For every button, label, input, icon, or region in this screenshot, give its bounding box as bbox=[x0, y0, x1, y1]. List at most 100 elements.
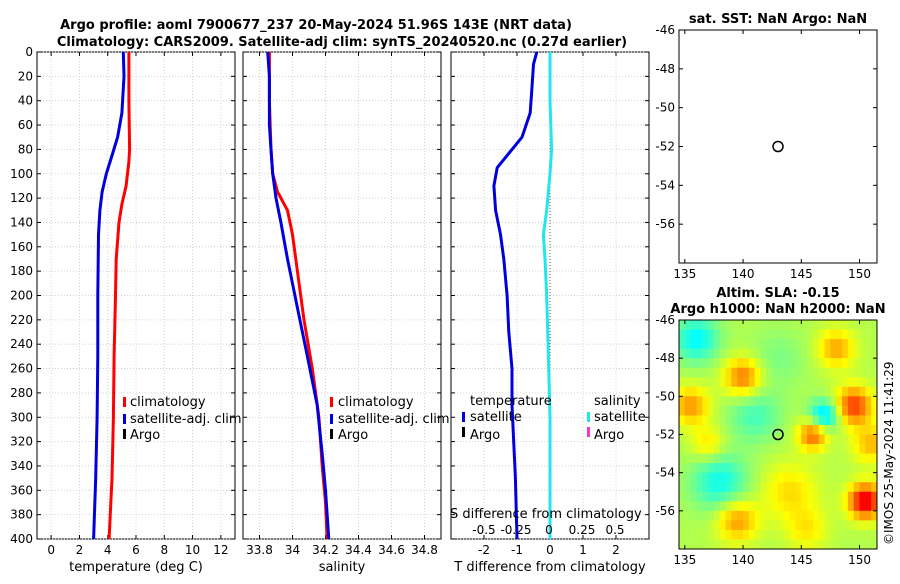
heatmap-cell bbox=[679, 434, 686, 445]
heatmap-cell bbox=[713, 434, 721, 445]
heatmap-cell bbox=[679, 491, 686, 502]
heatmap-cell bbox=[760, 339, 767, 350]
heatmap-cell bbox=[801, 358, 808, 369]
heatmap-cell bbox=[754, 444, 761, 454]
heatmap-cell bbox=[853, 424, 860, 435]
heatmap-cell bbox=[679, 463, 686, 474]
y-tick-label: 340 bbox=[10, 459, 33, 473]
temperature-panel: 0 2 4 6 8 10 120204060801001201401601802002202… bbox=[10, 45, 242, 575]
heatmap-cell bbox=[731, 529, 738, 540]
heatmap-cell bbox=[830, 491, 837, 502]
heatmap-cell bbox=[807, 348, 814, 359]
heatmap-cell bbox=[748, 358, 756, 369]
y-tick-label: -56 bbox=[655, 504, 675, 518]
heatmap-cell bbox=[865, 329, 872, 340]
heatmap-cell bbox=[737, 424, 744, 435]
heatmap-cell bbox=[853, 501, 860, 512]
s-difference-label: S difference from climatology bbox=[450, 507, 642, 522]
salinity-panel: 33.8 34 34.2 34.4 34.6 34.8 climatology satel… bbox=[242, 51, 450, 575]
heatmap-cell bbox=[754, 434, 761, 445]
heatmap-cell bbox=[719, 520, 726, 531]
heatmap-cell bbox=[719, 367, 726, 378]
heatmap-cell bbox=[818, 444, 825, 454]
heatmap-cell bbox=[836, 529, 843, 540]
heatmap-cell bbox=[754, 396, 761, 407]
heatmap-cell bbox=[737, 386, 744, 397]
heatmap-cell bbox=[795, 320, 802, 330]
heatmap-cell bbox=[760, 415, 767, 426]
heatmap-cell bbox=[807, 491, 814, 502]
heatmap-cell bbox=[708, 482, 715, 493]
sla-map-panel: Altim. SLA: -0.15 Argo h1000: NaN h2000:… bbox=[655, 286, 885, 567]
y-tick-label: 160 bbox=[10, 240, 33, 254]
heatmap-cell bbox=[766, 510, 773, 521]
x-tick-label: 6 bbox=[132, 543, 140, 557]
heatmap-cell bbox=[807, 377, 814, 388]
heatmap-cell bbox=[748, 463, 756, 474]
heatmap-cell bbox=[713, 510, 721, 521]
heatmap-cell bbox=[812, 501, 820, 512]
heatmap-cell bbox=[731, 320, 738, 330]
heatmap-cell bbox=[807, 472, 814, 483]
heatmap-cell bbox=[743, 377, 750, 388]
heatmap-cell bbox=[743, 358, 750, 369]
x-tick-label: 140 bbox=[732, 267, 755, 281]
heatmap-cell bbox=[679, 424, 686, 435]
series-line-satellite-adj-clim bbox=[266, 51, 331, 540]
heatmap-cell bbox=[778, 463, 785, 474]
heatmap-cell bbox=[847, 415, 855, 426]
heatmap-cell bbox=[795, 520, 802, 531]
heatmap-cell bbox=[830, 472, 837, 483]
heatmap-cell bbox=[842, 491, 849, 502]
series-line-temperature-satellite bbox=[492, 51, 539, 540]
heatmap-cell bbox=[702, 529, 709, 540]
x-tick-label: -2 bbox=[478, 543, 490, 557]
heatmap-cell bbox=[760, 510, 767, 521]
heatmap-cell bbox=[830, 348, 837, 359]
heatmap-cell bbox=[760, 434, 767, 445]
heatmap-cell bbox=[690, 529, 697, 540]
heatmap-cell bbox=[696, 358, 703, 369]
heatmap-cell bbox=[847, 358, 855, 369]
heatmap-cell bbox=[696, 434, 703, 445]
x-tick-label: 140 bbox=[732, 553, 755, 567]
heatmap-cell bbox=[725, 472, 732, 483]
heatmap-cell bbox=[684, 377, 692, 388]
heatmap-cell bbox=[766, 520, 773, 531]
heatmap-cell bbox=[696, 405, 703, 416]
heatmap-cell bbox=[754, 482, 761, 493]
heatmap-cell bbox=[772, 386, 779, 397]
s-tick-label: 0.25 bbox=[569, 523, 596, 537]
heatmap-cell bbox=[766, 405, 773, 416]
heatmap-cell bbox=[865, 424, 872, 435]
heatmap-cell bbox=[795, 463, 802, 474]
heatmap-cell bbox=[737, 482, 744, 493]
heatmap-cell bbox=[789, 539, 796, 550]
heatmap-cell bbox=[684, 444, 692, 454]
heatmap-cell bbox=[690, 510, 697, 521]
heatmap-cell bbox=[719, 529, 726, 540]
s-tick-label: 0.5 bbox=[605, 523, 624, 537]
heatmap-cell bbox=[679, 367, 686, 378]
heatmap-cell bbox=[865, 539, 872, 550]
heatmap-cell bbox=[824, 520, 831, 531]
heatmap-cell bbox=[807, 396, 814, 407]
heatmap-cell bbox=[824, 405, 831, 416]
heatmap-cell bbox=[748, 320, 756, 330]
heatmap-cell bbox=[812, 453, 820, 464]
heatmap-cell bbox=[719, 463, 726, 474]
x-tick-label: 34 bbox=[285, 543, 300, 557]
heatmap-cell bbox=[865, 529, 872, 540]
heatmap-cell bbox=[748, 529, 756, 540]
heatmap-cell bbox=[731, 377, 738, 388]
heatmap-cell bbox=[783, 510, 791, 521]
heatmap-cell bbox=[830, 510, 837, 521]
heatmap-cell bbox=[679, 396, 686, 407]
heatmap-cell bbox=[830, 320, 837, 330]
heatmap-cell bbox=[772, 339, 779, 350]
heatmap-cell bbox=[807, 339, 814, 350]
heatmap-cell bbox=[865, 472, 872, 483]
heatmap-cell bbox=[766, 358, 773, 369]
heatmap-cell bbox=[853, 472, 860, 483]
heatmap-cell bbox=[772, 358, 779, 369]
